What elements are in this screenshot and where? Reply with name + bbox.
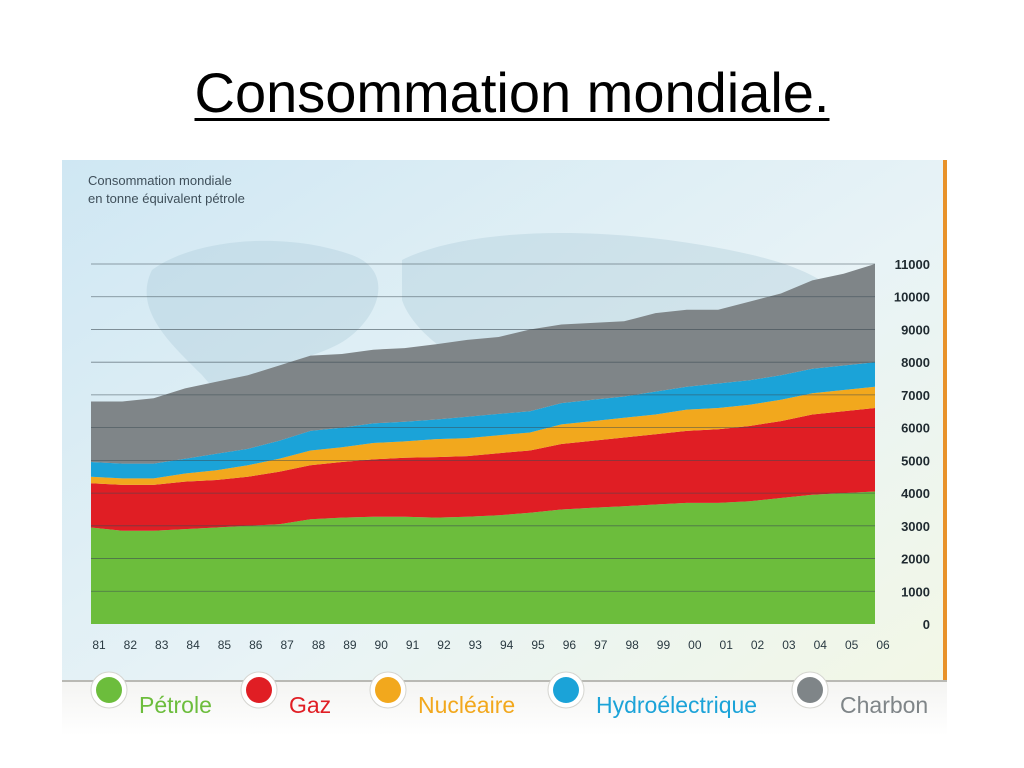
- y-tick-label-4000: 4000: [901, 486, 930, 501]
- legend-label-nucleaire: Nucléaire: [418, 692, 515, 718]
- legend: Pétrole Gaz Nucléaire Hydroélectrique Charbo…: [90, 671, 928, 718]
- y-tick-label-6000: 6000: [901, 421, 930, 436]
- legend-label-gaz: Gaz: [289, 692, 331, 718]
- legend-swatch-gaz: [246, 677, 272, 703]
- x-tick-label-89: 89: [343, 638, 357, 652]
- legend-label-charbon: Charbon: [840, 692, 928, 718]
- x-tick-label-87: 87: [280, 638, 294, 652]
- area-charbon: [91, 264, 875, 464]
- y-tick-label-0: 0: [923, 617, 930, 632]
- x-tick-label-93: 93: [469, 638, 483, 652]
- y-tick-label-3000: 3000: [901, 519, 930, 534]
- legend-swatch-nucleaire: [375, 677, 401, 703]
- chart-panel: 0 1000 2000 3000 4000 5000 6000 7000 8000 9000 100…: [62, 160, 947, 736]
- legend-swatch-charbon: [797, 677, 823, 703]
- x-tick-label-86: 86: [249, 638, 263, 652]
- slide-title: Consommation mondiale.: [194, 61, 830, 124]
- x-tick-label-83: 83: [155, 638, 169, 652]
- x-tick-label-06: 06: [876, 638, 890, 652]
- x-tick-label-05: 05: [845, 638, 859, 652]
- x-tick-label-01: 01: [720, 638, 734, 652]
- legend-label-petrole: Pétrole: [139, 692, 212, 718]
- gridlines: [91, 263, 875, 592]
- right-edge-stripe: [943, 160, 947, 680]
- x-tick-label-96: 96: [563, 638, 577, 652]
- x-tick-label-03: 03: [782, 638, 796, 652]
- x-tick-label-04: 04: [814, 638, 828, 652]
- x-tick-label-00: 00: [688, 638, 702, 652]
- x-tick-label-84: 84: [186, 638, 200, 652]
- x-tick-label-92: 92: [437, 638, 451, 652]
- legend-label-hydroelectrique: Hydroélectrique: [596, 692, 757, 718]
- x-tick-label-90: 90: [375, 638, 389, 652]
- stacked-area-chart: 0100020003000400050006000700080009000100…: [62, 160, 947, 736]
- x-tick-label-02: 02: [751, 638, 765, 652]
- y-tick-label-8000: 8000: [901, 355, 930, 370]
- y-tick-label-9000: 9000: [901, 322, 930, 337]
- x-tick-label-95: 95: [531, 638, 545, 652]
- legend-swatch-hydroelectrique: [553, 677, 579, 703]
- chart-subtitle: en tonne équivalent pétrole: [88, 191, 245, 206]
- x-tick-label-99: 99: [657, 638, 671, 652]
- y-tick-label-11000: 11000: [895, 257, 930, 272]
- x-tick-label-85: 85: [218, 638, 232, 652]
- y-tick-label-7000: 7000: [901, 388, 930, 403]
- y-axis-tick-labels: 0 1000 2000 3000 4000 5000 6000 7000 8000 9000 100…: [894, 257, 930, 632]
- x-tick-label-91: 91: [406, 638, 420, 652]
- x-axis-tick-labels: 81 82 83 84 85 86 87 88 89 90 91 92 93 94 95 96 97 98 99 00…: [92, 638, 890, 652]
- legend-swatch-petrole: [96, 677, 122, 703]
- x-tick-label-97: 97: [594, 638, 608, 652]
- y-tick-label-1000: 1000: [901, 584, 930, 599]
- x-tick-label-81: 81: [92, 638, 106, 652]
- y-tick-label-10000: 10000: [894, 290, 930, 305]
- chart-title: Consommation mondiale: [88, 173, 232, 188]
- x-tick-label-94: 94: [500, 638, 514, 652]
- y-tick-label-5000: 5000: [901, 453, 930, 468]
- x-tick-label-98: 98: [625, 638, 639, 652]
- area-hydroelectrique: [91, 362, 875, 479]
- x-tick-label-88: 88: [312, 638, 326, 652]
- y-tick-label-2000: 2000: [901, 552, 930, 567]
- area-gaz: [91, 408, 875, 531]
- x-tick-label-82: 82: [124, 638, 138, 652]
